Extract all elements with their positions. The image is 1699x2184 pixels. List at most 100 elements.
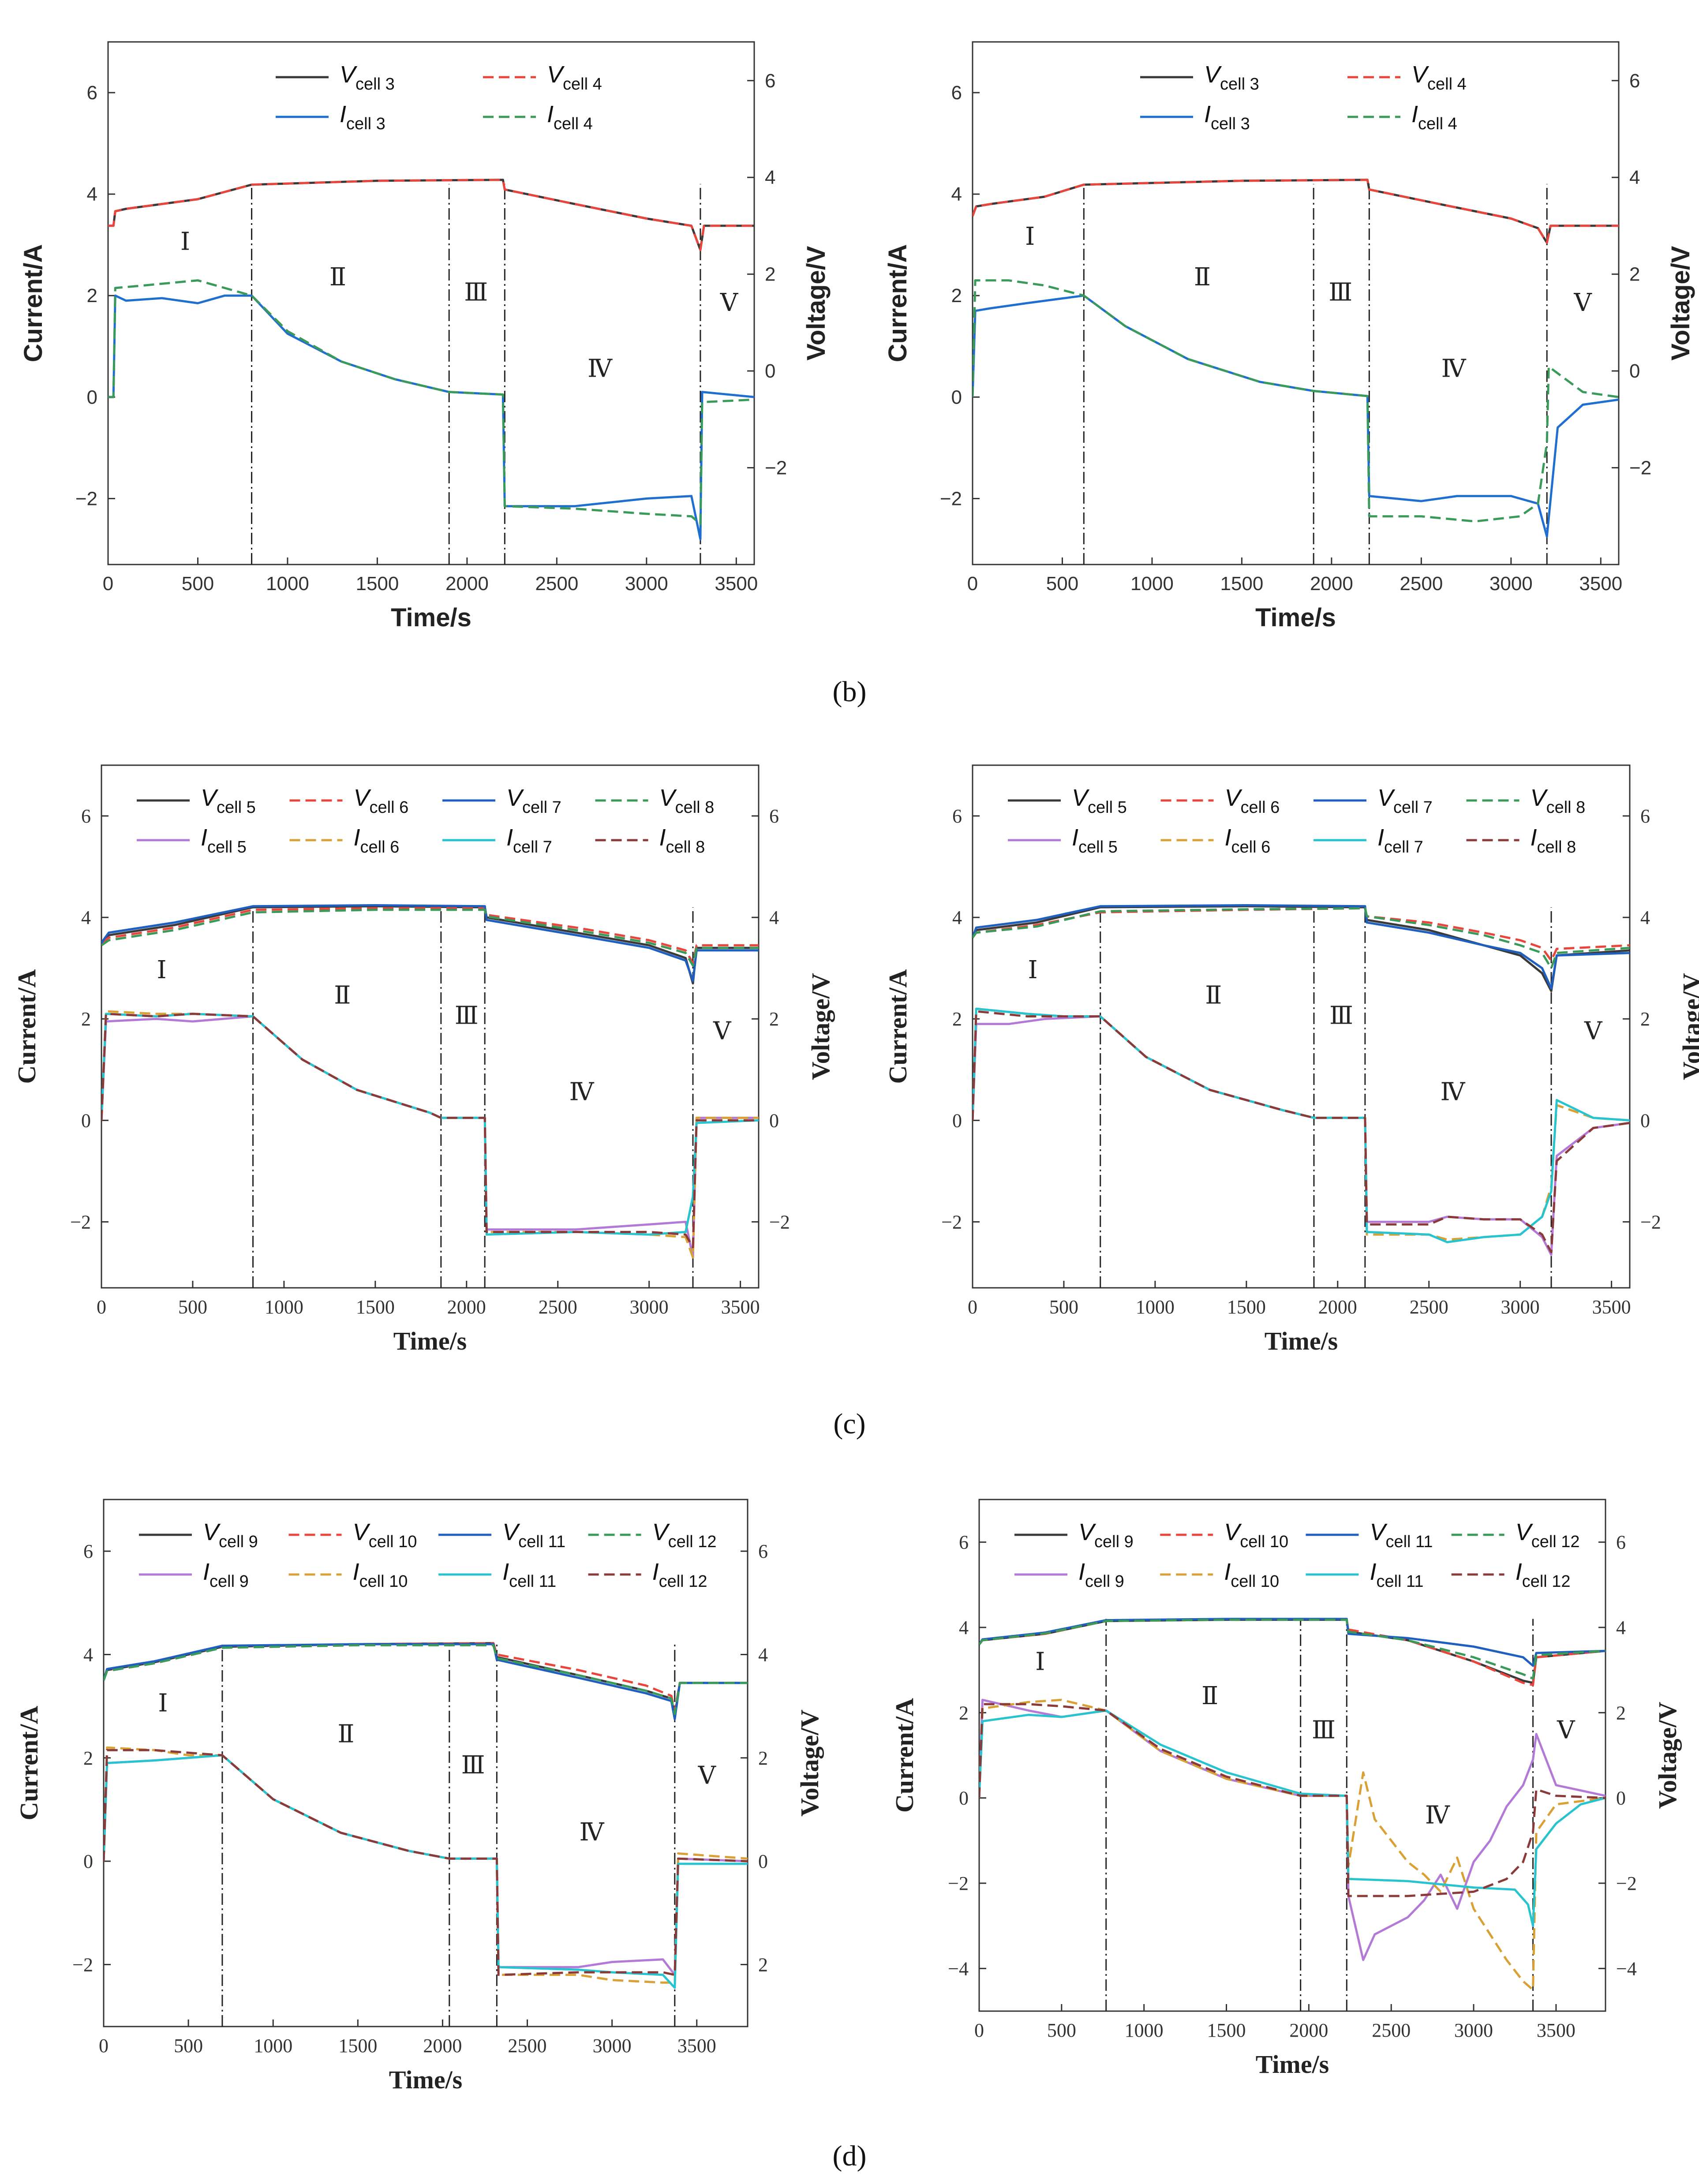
- y-tick-label: 2: [959, 1702, 969, 1724]
- y2-axis-label: Voltage/V: [806, 973, 835, 1080]
- legend-entry: Vcell 3: [340, 61, 395, 93]
- legend-entry: Vcell 8: [659, 785, 715, 817]
- legend-entry: Vcell 4: [1411, 61, 1467, 93]
- y2-tick-label: −4: [1616, 1958, 1637, 1979]
- x-tick-label: 3000: [625, 573, 668, 595]
- legend: Vcell 3 Vcell 4 Icell 3 Icell 4: [1140, 61, 1467, 133]
- x-tick-label: 3500: [715, 573, 758, 595]
- stage-label: Ⅲ: [461, 1752, 485, 1779]
- stage-label: Ⅱ: [329, 264, 346, 291]
- legend-entry: Vcell 10: [1224, 1519, 1288, 1551]
- stage-label: Ⅱ: [1201, 1683, 1218, 1710]
- charts-layer: 0 500 1000 1500 2000 2500 3000 3500−20246−20246…: [12, 41, 1699, 2094]
- stage-label: Ⅴ: [720, 289, 739, 317]
- y-axis-label: Current/A: [890, 1698, 919, 1813]
- x-tick-label: 1500: [1220, 573, 1263, 595]
- legend-entry: Vcell 8: [1531, 785, 1586, 817]
- series-line-icell-4: [973, 279, 1619, 523]
- x-tick-label: 3500: [721, 1296, 760, 1318]
- y-tick-label: 2: [87, 285, 97, 307]
- y2-tick-label: −2: [769, 1211, 790, 1233]
- x-tick-label: 3500: [1579, 573, 1622, 595]
- stage-label: Ⅴ: [1584, 1017, 1603, 1045]
- stage-label: Ⅳ: [588, 355, 613, 382]
- plot-area: [973, 179, 1619, 565]
- y2-tick-label: 4: [1616, 1617, 1626, 1638]
- x-tick-label: 2500: [539, 1296, 577, 1318]
- series-line-vcell-12: [104, 1644, 748, 1715]
- stage-label: Ⅳ: [569, 1078, 595, 1106]
- y-axis-label: Current/A: [19, 244, 48, 362]
- x-tick-label: 3500: [1537, 2019, 1576, 2041]
- y-axis-label: Current/A: [12, 969, 41, 1084]
- stage-label: Ⅱ: [1205, 982, 1222, 1010]
- y-tick-label: 2: [83, 1747, 93, 1769]
- legend-entry: Icell 3: [340, 101, 385, 133]
- legend-entry: Vcell 5: [201, 785, 256, 817]
- stage-label: Ⅰ: [157, 957, 167, 984]
- legend-entry: Icell 8: [1531, 824, 1576, 856]
- stage-label: Ⅲ: [1329, 279, 1352, 307]
- chart-d-left: 0 500 1000 1500 2000 2500 3000 3500 −2 0 2 4 6 2 0 2 4 6 T…: [15, 1499, 824, 2094]
- legend-entry: Vcell 11: [1370, 1519, 1433, 1551]
- y-axis-label: Current/A: [883, 969, 912, 1084]
- stage-label: Ⅳ: [580, 1819, 605, 1846]
- legend-entry: Vcell 5: [1072, 785, 1127, 817]
- x-tick-label: 1500: [356, 1296, 395, 1318]
- chart-b-left: 0 500 1000 1500 2000 2500 3000 3500 −2 0 2 4 6 −2 0 2 4 6…: [19, 41, 831, 632]
- legend-entry: Icell 10: [1224, 1559, 1279, 1591]
- x-axis-label: Time/s: [1255, 603, 1336, 632]
- legend-entry: Icell 3: [1204, 101, 1250, 133]
- x-tick-label: 2000: [1310, 573, 1353, 595]
- x-tick-label: 2000: [1289, 2019, 1328, 2041]
- legend-entry: Icell 11: [502, 1559, 556, 1591]
- x-tick-label: 1000: [1130, 573, 1174, 595]
- stage-label: Ⅲ: [455, 1002, 479, 1030]
- x-tick-label: 3000: [630, 1296, 669, 1318]
- y2-axis-label: Voltage/V: [1653, 1702, 1682, 1809]
- legend-entry: Vcell 6: [1225, 785, 1280, 817]
- x-tick-label: 2000: [1318, 1296, 1357, 1318]
- series-line-vcell-11: [104, 1643, 748, 1720]
- x-tick-label: 0: [99, 2035, 109, 2057]
- plot-frame: [103, 1499, 748, 2027]
- plot-frame: [101, 764, 760, 1289]
- legend-entry: Vcell 6: [354, 785, 409, 817]
- y2-tick-label: 4: [765, 167, 775, 188]
- x-axis-label: Time/s: [393, 1327, 467, 1355]
- x-tick-label: 0: [967, 573, 978, 595]
- y2-axis-label: Voltage/V: [1677, 973, 1699, 1080]
- plot-frame: [107, 41, 755, 565]
- legend-entry: Vcell 11: [502, 1519, 565, 1551]
- x-tick-label: 3500: [677, 2035, 716, 2057]
- stage-label: Ⅳ: [1425, 1802, 1450, 1829]
- y2-tick-label: −2: [1616, 1873, 1637, 1894]
- x-axis-label: Time/s: [1256, 2050, 1329, 2079]
- x-tick-label: 1500: [356, 573, 399, 595]
- stage-label: Ⅰ: [180, 228, 190, 256]
- x-tick-label: 500: [178, 1296, 207, 1318]
- x-tick-label: 500: [1049, 1296, 1078, 1318]
- chart-c-right: 0 500 1000 1500 2000 2500 3000 3500 −2 0 2 4 6 −2 0 2 4 6…: [883, 764, 1699, 1355]
- series-line-vcell-7: [973, 904, 1630, 990]
- y-tick-label: 0: [81, 1110, 91, 1131]
- y-tick-label: 4: [952, 907, 962, 928]
- legend: Vcell 9 Vcell 10 Vcell 11 Vcell 12 Icell 9 Ic…: [1014, 1519, 1580, 1591]
- y2-tick-label: 0: [1616, 1788, 1626, 1809]
- stage-label: Ⅰ: [1028, 957, 1038, 984]
- y-tick-label: 2: [81, 1008, 91, 1030]
- x-tick-label: 2500: [1372, 2019, 1411, 2041]
- y2-tick-label: 2: [758, 1747, 768, 1769]
- legend-entry: Icell 5: [201, 824, 247, 856]
- caption-d: (d): [833, 2140, 867, 2172]
- x-tick-label: 1000: [266, 573, 309, 595]
- y-tick-label: −2: [70, 1211, 91, 1233]
- series-line-vcell-8: [973, 907, 1630, 969]
- y-tick-label: 0: [959, 1788, 969, 1809]
- y2-tick-label: 2: [765, 264, 775, 285]
- stage-label: Ⅲ: [464, 279, 488, 307]
- series-line-icell-4: [108, 279, 754, 525]
- legend: Vcell 5 Vcell 6 Vcell 7 Vcell 8 Icell 5 Icell…: [137, 785, 714, 856]
- stage-label: Ⅴ: [1573, 289, 1592, 317]
